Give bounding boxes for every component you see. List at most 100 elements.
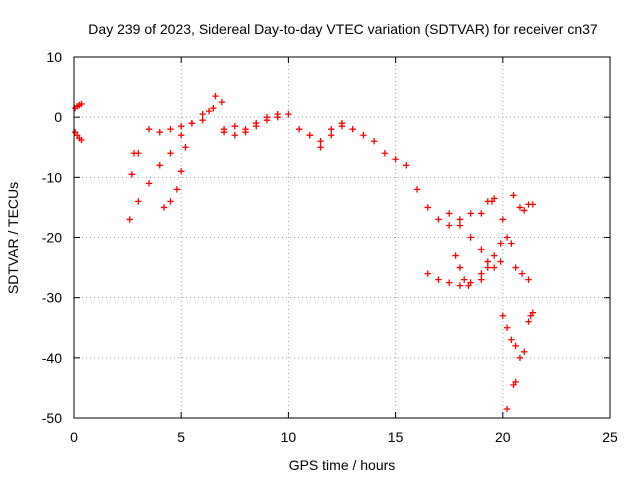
data-point [328, 126, 335, 133]
data-point [205, 107, 213, 115]
y-tick-label: 0 [54, 109, 62, 125]
data-point [491, 252, 498, 259]
data-point [424, 204, 431, 211]
y-axis-label: SDTVAR / TECUs [5, 182, 21, 294]
data-point [403, 162, 410, 169]
data-point [188, 119, 196, 127]
data-point [518, 270, 526, 277]
data-point [478, 270, 485, 277]
data-point [178, 132, 185, 139]
data-point [508, 240, 515, 247]
data-point [242, 126, 249, 133]
y-tick-label: 10 [46, 49, 62, 65]
data-point [497, 240, 504, 247]
data-point [456, 222, 464, 229]
series-seg-a [71, 100, 85, 112]
data-point [521, 348, 528, 356]
data-point [467, 234, 474, 241]
x-tick-label: 20 [495, 429, 511, 445]
data-point [456, 264, 464, 271]
data-point [484, 258, 491, 265]
data-point [210, 104, 217, 112]
series-seg-p [499, 312, 528, 362]
data-point [167, 126, 174, 133]
data-point [484, 198, 491, 205]
series-seg-s [525, 201, 537, 208]
x-tick-label: 5 [177, 429, 185, 445]
series-seg-n [484, 195, 498, 205]
series-seg-t [512, 264, 532, 283]
x-tick-label: 15 [388, 429, 404, 445]
data-point [465, 282, 472, 289]
data-point [199, 116, 206, 124]
data-point [78, 100, 85, 108]
data-point [145, 180, 153, 187]
y-tick-label: -50 [42, 410, 62, 426]
data-point [178, 122, 185, 130]
data-point [328, 132, 335, 139]
data-point [381, 150, 389, 157]
data-point [478, 246, 485, 253]
data-point [497, 258, 504, 265]
data-point [167, 150, 174, 157]
series-seg-r [510, 192, 528, 214]
data-point [484, 264, 491, 271]
series-seg-q [503, 378, 519, 413]
data-point [512, 342, 519, 349]
data-point [491, 264, 498, 271]
chart-title: Day 239 of 2023, Sidereal Day-to-day VTE… [88, 21, 598, 37]
data-point [263, 113, 271, 121]
data-point [467, 210, 474, 217]
data-point [173, 186, 181, 193]
series-seg-f [160, 144, 189, 211]
data-point [317, 144, 324, 151]
data-point [435, 276, 442, 283]
data-point [182, 144, 189, 151]
data-point [529, 309, 537, 316]
data-point [499, 216, 506, 223]
data-point [78, 136, 85, 144]
data-point [160, 204, 168, 211]
data-point [525, 276, 532, 283]
series-seg-i [306, 119, 346, 151]
data-point [516, 204, 524, 211]
data-point [285, 110, 292, 118]
data-point [231, 132, 238, 139]
data-point [461, 276, 468, 283]
data-point [503, 405, 511, 413]
data-point [446, 210, 453, 217]
series-seg-o [499, 216, 515, 247]
data-point [452, 252, 459, 259]
series-seg-j [424, 270, 485, 289]
data-point [135, 150, 142, 157]
x-axis-label: GPS time / hours [289, 457, 396, 473]
data-point [145, 126, 153, 133]
tick-layer: 0 5 10 15 20 25 10 0 -10 -20 -30 -40 -50 [42, 49, 618, 445]
series-seg-u [525, 309, 537, 325]
data-points [71, 92, 537, 413]
data-point [456, 282, 464, 289]
x-tick-label: 10 [281, 429, 297, 445]
data-point [424, 270, 431, 277]
series-seg-e [145, 119, 196, 136]
series-seg-h [220, 110, 281, 136]
data-point [521, 207, 528, 214]
y-tick-label: -40 [42, 350, 62, 366]
plot-frame [73, 56, 611, 419]
data-point [338, 119, 346, 127]
data-point [156, 162, 163, 169]
data-point [392, 156, 399, 163]
data-point [446, 222, 453, 229]
x-tick-label: 0 [70, 429, 78, 445]
series-seg-g [199, 92, 226, 124]
data-point [508, 336, 515, 343]
data-point [446, 279, 453, 286]
series-seg-b [71, 129, 85, 144]
data-point [128, 171, 136, 178]
data-point [510, 192, 517, 199]
series-seg-l [452, 252, 472, 289]
data-point [135, 198, 142, 205]
series-seg-m [478, 240, 504, 283]
data-point [370, 138, 378, 145]
